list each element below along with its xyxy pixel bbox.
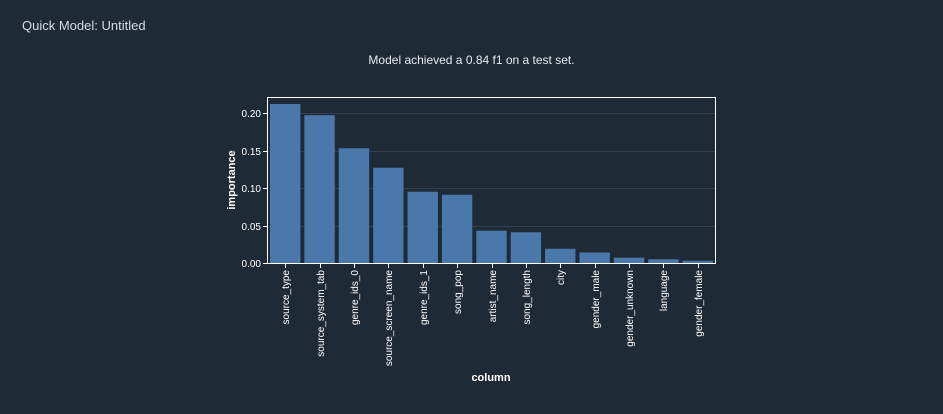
plot-frame [267, 97, 716, 264]
bar-genre-ids-0[interactable] [338, 148, 370, 263]
bar-song-length[interactable] [510, 232, 542, 263]
y-tick-label: 0.15 [242, 147, 262, 158]
bar-source-screen-name[interactable] [373, 167, 404, 263]
bar-gender-female[interactable] [682, 260, 713, 263]
y-tick-label: 0.10 [242, 184, 262, 195]
x-tick-label: gender_male [591, 270, 602, 329]
bar-genre-ids-1[interactable] [407, 191, 438, 263]
grid-lines [268, 113, 715, 227]
chart-title: Model achieved a 0.84 f1 on a test set. [368, 53, 575, 67]
x-tick-label: song_length [522, 270, 533, 325]
x-tick-label: gender_female [694, 270, 705, 337]
x-tick-label: gender_unknown [625, 270, 636, 347]
x-tick-label: source_system_tab [316, 270, 327, 357]
bar-song-pop[interactable] [441, 194, 473, 263]
y-tick-label: 0.00 [242, 259, 262, 270]
y-tick-label: 0.05 [242, 222, 262, 233]
x-tick-label: artist_name [488, 270, 499, 323]
bar-gender-male[interactable] [579, 252, 610, 264]
x-tick-label: source_type [281, 270, 292, 325]
x-tick-label: source_screen_name [384, 270, 395, 367]
x-axis-title: column [471, 372, 510, 384]
y-axis-title: importance [226, 150, 238, 209]
x-tick-label: language [659, 270, 670, 312]
bars [270, 104, 713, 263]
y-axis: 0.00 0.05 0.10 0.15 0.20 [242, 109, 268, 270]
x-tick-label: song_pop [453, 270, 464, 314]
bar-city[interactable] [545, 248, 576, 263]
x-tick-label: genre_ids_1 [419, 270, 430, 325]
x-tick-label: city [556, 270, 567, 285]
bar-language[interactable] [648, 259, 679, 263]
page-title: Quick Model: Untitled [22, 18, 146, 33]
bar-source-system-tab[interactable] [304, 115, 335, 263]
bar-gender-unknown[interactable] [613, 257, 645, 263]
bar-artist-name[interactable] [476, 230, 507, 263]
y-tick-label: 0.20 [242, 109, 262, 120]
bar-source-type[interactable] [270, 104, 301, 263]
x-tick-label: genre_ids_0 [350, 270, 361, 325]
x-axis: source_type source_system_tab genre_ids_0 s… [281, 263, 705, 366]
